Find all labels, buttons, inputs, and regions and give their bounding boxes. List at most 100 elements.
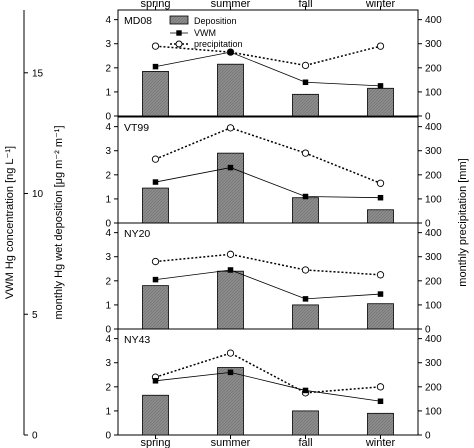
deposition-bar bbox=[292, 410, 319, 436]
left-tick-label: 3 bbox=[105, 358, 111, 369]
precipitation-line bbox=[155, 127, 381, 184]
vwm-point bbox=[152, 276, 159, 283]
precipitation-line bbox=[155, 253, 381, 276]
vwm-point bbox=[302, 79, 309, 86]
left-tick-label: 0 bbox=[105, 112, 111, 123]
deposition-bar bbox=[217, 152, 244, 224]
right-tick-label: 100 bbox=[425, 194, 442, 205]
category-label-bottom: summer bbox=[211, 437, 251, 448]
left-tick-label: 2 bbox=[105, 63, 111, 74]
deposition-bar bbox=[217, 63, 244, 117]
right-tick-label: 0 bbox=[425, 431, 431, 442]
precipitation-point bbox=[376, 42, 385, 50]
right-tick-label: 0 bbox=[425, 325, 431, 336]
left-tick-label: 0 bbox=[105, 431, 111, 442]
right-tick-label: 400 bbox=[425, 15, 442, 26]
deposition-bar bbox=[142, 187, 169, 224]
deposition-bar bbox=[292, 304, 319, 330]
precipitation-point bbox=[301, 266, 310, 274]
outer-tick-label: 0 bbox=[32, 431, 38, 442]
right-tick-label: 200 bbox=[425, 170, 442, 181]
left-tick-label: 2 bbox=[105, 382, 111, 393]
inner-left-axis-title: monthly Hg wet deposition [μg m⁻² m⁻¹] bbox=[53, 125, 65, 319]
legend-vwm-marker bbox=[176, 30, 182, 36]
left-tick-label: 3 bbox=[105, 252, 111, 263]
precipitation-point bbox=[151, 42, 160, 50]
vwm-point bbox=[227, 49, 234, 55]
panel-frame bbox=[117, 9, 419, 117]
left-tick-label: 4 bbox=[105, 334, 111, 345]
deposition-bar bbox=[217, 270, 244, 330]
left-tick-label: 1 bbox=[105, 194, 111, 205]
left-tick-label: 2 bbox=[105, 170, 111, 181]
deposition-bar bbox=[367, 87, 394, 117]
vwm-point bbox=[152, 179, 159, 185]
vwm-point bbox=[227, 164, 234, 171]
panel-id-label: NY20 bbox=[124, 228, 150, 240]
precipitation-point bbox=[226, 250, 235, 258]
deposition-bar bbox=[367, 303, 394, 330]
right-tick-label: 200 bbox=[425, 382, 442, 393]
right-tick-label: 300 bbox=[425, 252, 442, 263]
precipitation-point bbox=[151, 155, 160, 163]
category-label-top: summer bbox=[211, 0, 251, 10]
vwm-point bbox=[377, 83, 384, 89]
right-tick-label: 100 bbox=[425, 406, 442, 417]
vwm-point bbox=[227, 369, 234, 376]
panel-id-label: MD08 bbox=[124, 15, 152, 27]
vwm-point bbox=[152, 63, 159, 70]
left-tick-label: 3 bbox=[105, 146, 111, 157]
vwm-point bbox=[377, 291, 384, 297]
legend-vwm-label: VWM bbox=[194, 28, 216, 38]
left-tick-label: 4 bbox=[105, 122, 111, 133]
category-label-bottom: spring bbox=[141, 437, 171, 448]
precipitation-line bbox=[155, 45, 381, 67]
left-tick-label: 2 bbox=[105, 276, 111, 287]
precipitation-line bbox=[155, 352, 381, 394]
panel-id-label: VT99 bbox=[124, 122, 149, 134]
outer-tick-label: 5 bbox=[32, 310, 38, 321]
panel-id-label: NY43 bbox=[124, 334, 150, 346]
legend-precipitation-label: precipitation bbox=[194, 39, 243, 49]
category-label-bottom: winter bbox=[365, 437, 396, 448]
vwm-point bbox=[302, 296, 309, 302]
deposition-bar bbox=[367, 209, 394, 224]
right-tick-label: 0 bbox=[425, 112, 431, 123]
vwm-line bbox=[155, 51, 381, 87]
vwm-point bbox=[152, 378, 159, 384]
outer-tick-label: 15 bbox=[32, 68, 44, 79]
right-tick-label: 400 bbox=[425, 228, 442, 239]
precipitation-point bbox=[301, 149, 310, 157]
deposition-bar bbox=[142, 394, 169, 436]
panel-vt99: VT99 0 1 2 3 4 0 100 200 300 400 bbox=[105, 116, 442, 230]
left-tick-label: 0 bbox=[105, 219, 111, 230]
right-tick-label: 400 bbox=[425, 334, 442, 345]
category-label-top: winter bbox=[365, 0, 396, 10]
precipitation-point bbox=[226, 349, 235, 357]
right-tick-label: 0 bbox=[425, 219, 431, 230]
outer-left-axis-title: VWM Hg concentration [ng L⁻¹] bbox=[4, 146, 16, 299]
vwm-line bbox=[155, 167, 381, 199]
left-tick-label: 1 bbox=[105, 87, 111, 98]
legend-deposition-label: Deposition bbox=[194, 16, 237, 26]
category-label-top: fall bbox=[298, 0, 312, 10]
right-tick-label: 300 bbox=[425, 146, 442, 157]
vwm-point bbox=[377, 194, 384, 201]
vwm-point bbox=[377, 398, 384, 405]
precipitation-point bbox=[226, 124, 235, 132]
vwm-line bbox=[155, 269, 381, 300]
outer-tick-label: 10 bbox=[32, 189, 44, 200]
left-tick-label: 1 bbox=[105, 406, 111, 417]
precipitation-point bbox=[376, 271, 385, 279]
right-tick-label: 400 bbox=[425, 122, 442, 133]
precipitation-point bbox=[376, 383, 385, 391]
deposition-bar bbox=[292, 197, 319, 224]
right-tick-label: 300 bbox=[425, 39, 442, 50]
precipitation-point bbox=[376, 179, 385, 187]
right-tick-label: 100 bbox=[425, 87, 442, 98]
right-tick-label: 100 bbox=[425, 300, 442, 311]
